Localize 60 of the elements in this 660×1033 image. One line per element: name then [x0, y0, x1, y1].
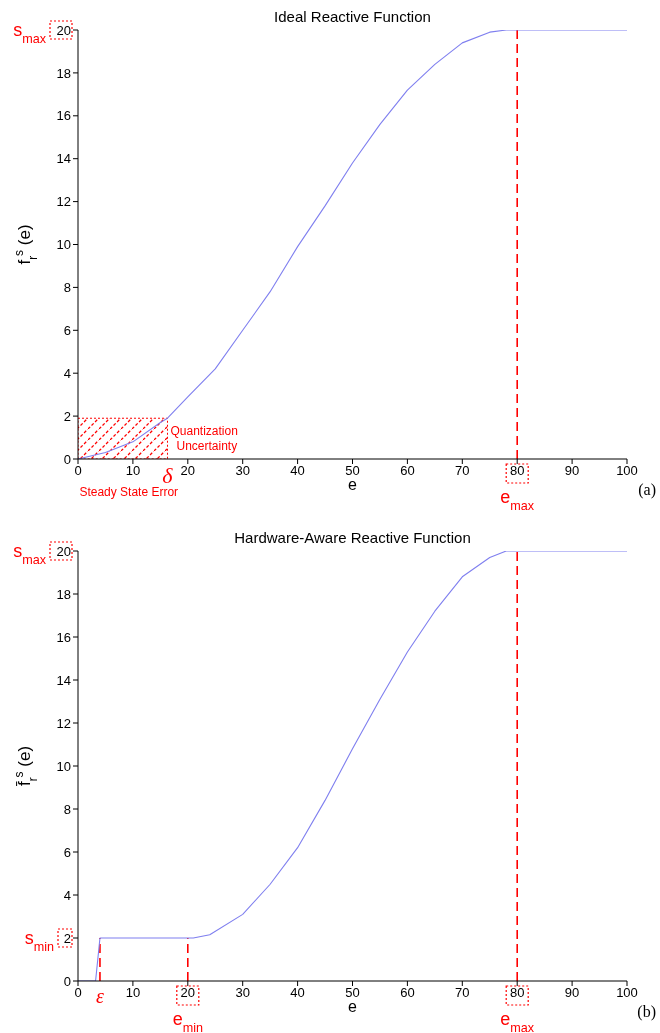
x-tick-label: 90: [564, 985, 580, 1001]
y-tick-label: 4: [63, 365, 71, 381]
x-tick-label: 70: [455, 463, 470, 479]
ref-line-label: e$_{max}$: [500, 487, 535, 513]
chart-title: Hardware-Aware Reactive Function: [234, 529, 471, 546]
x-tick-label: 20: [180, 985, 196, 1001]
x-axis-title: e: [348, 476, 358, 493]
y-tick-label: 18: [56, 586, 71, 602]
y-tick-label: 4: [63, 887, 71, 903]
y-tick-label: 0: [63, 973, 71, 989]
x-tick-label: 60: [400, 985, 415, 1001]
chart-title: Ideal Reactive Function: [274, 8, 431, 25]
x-tick-label: 0: [74, 985, 82, 1001]
y-tick-label: 0: [63, 451, 71, 467]
y-tick-label: 10: [56, 237, 71, 253]
x-tick-label: 50: [345, 463, 360, 479]
y-tick-label: 6: [63, 322, 71, 338]
ref-line-label: e$_{max}$: [500, 1009, 535, 1033]
x-tick-label: 10: [125, 985, 141, 1001]
y-tick-label: 14: [56, 151, 71, 167]
text: s$_{min}$: [24, 928, 54, 954]
x-tick-label: 80: [509, 463, 525, 479]
x-tick-label: 60: [400, 463, 415, 479]
y-tick-label: 12: [56, 715, 71, 731]
ref-line-label: e$_{min}$: [172, 1009, 203, 1033]
x-tick-label: 10: [125, 463, 141, 479]
x-axis-title: e: [348, 998, 358, 1015]
y-tick-label: 10: [56, 758, 71, 774]
x-tick-label: 30: [235, 985, 250, 1001]
y-tick-label: 16: [56, 108, 71, 124]
band-label: Steady State Error: [79, 485, 179, 499]
y-tick-label: 12: [56, 194, 71, 210]
text: s$_{max}$: [13, 541, 47, 567]
text: (a): [638, 481, 656, 499]
x-tick-label: 50: [345, 985, 360, 1001]
y-tick-label: 2: [63, 408, 71, 424]
y-tick-label: 6: [63, 844, 71, 860]
x-tick-label: 100: [616, 985, 638, 1001]
y-tick-label: 14: [56, 672, 71, 688]
y-tick-label: 18: [56, 65, 71, 81]
y-tick-label: 8: [63, 280, 71, 296]
y-tick-label: 2: [63, 930, 71, 946]
x-tick-label: 30: [235, 463, 250, 479]
y-tick-label: 16: [56, 629, 71, 645]
y-tick-label: 20: [56, 543, 71, 559]
text: s$_{max}$: [13, 20, 47, 46]
x-tick-label: 40: [290, 985, 305, 1001]
y-tick-label: 20: [56, 22, 71, 38]
x-tick-label: 70: [455, 985, 470, 1001]
x-tick-label: 90: [564, 463, 580, 479]
annotation: δ: [162, 463, 174, 488]
annotation: Quantization Uncertainty: [170, 424, 238, 454]
text: (b): [637, 1003, 656, 1021]
x-tick-label: 80: [509, 985, 525, 1001]
x-tick-label: 20: [180, 463, 196, 479]
x-tick-label: 100: [616, 463, 638, 479]
y-tick-label: 8: [63, 801, 71, 817]
x-tick-label: 0: [74, 463, 82, 479]
x-tick-label: 40: [290, 463, 305, 479]
ref-line-label: ε: [96, 985, 105, 1007]
